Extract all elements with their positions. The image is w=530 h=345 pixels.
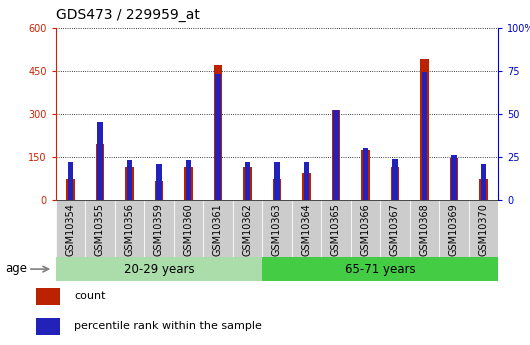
Bar xyxy=(481,164,486,200)
Bar xyxy=(479,179,488,200)
Text: GSM10365: GSM10365 xyxy=(331,203,341,256)
Bar xyxy=(215,74,220,200)
Text: GDS473 / 229959_at: GDS473 / 229959_at xyxy=(56,8,199,22)
FancyBboxPatch shape xyxy=(351,200,380,257)
Bar xyxy=(186,160,191,200)
FancyBboxPatch shape xyxy=(56,257,262,281)
FancyBboxPatch shape xyxy=(174,200,203,257)
Text: GSM10369: GSM10369 xyxy=(449,203,459,256)
Text: 65-71 years: 65-71 years xyxy=(345,263,416,276)
FancyBboxPatch shape xyxy=(203,200,233,257)
Text: GSM10355: GSM10355 xyxy=(95,203,105,256)
Text: age: age xyxy=(5,262,28,275)
Bar xyxy=(333,110,339,200)
FancyBboxPatch shape xyxy=(292,200,321,257)
Bar xyxy=(214,65,222,200)
Bar xyxy=(155,181,163,200)
Bar xyxy=(184,167,192,200)
Text: GSM10367: GSM10367 xyxy=(390,203,400,256)
FancyBboxPatch shape xyxy=(262,257,498,281)
FancyBboxPatch shape xyxy=(321,200,351,257)
Text: count: count xyxy=(74,292,105,302)
Text: GSM10368: GSM10368 xyxy=(419,203,429,256)
Bar xyxy=(392,159,398,200)
FancyBboxPatch shape xyxy=(114,200,144,257)
Text: 20-29 years: 20-29 years xyxy=(123,263,194,276)
FancyBboxPatch shape xyxy=(233,200,262,257)
Bar xyxy=(332,110,340,200)
Bar xyxy=(97,122,103,200)
Bar xyxy=(451,155,457,200)
FancyBboxPatch shape xyxy=(410,200,439,257)
Text: GSM10370: GSM10370 xyxy=(479,203,489,256)
Bar xyxy=(420,59,429,200)
Text: percentile rank within the sample: percentile rank within the sample xyxy=(74,322,262,332)
Text: GSM10362: GSM10362 xyxy=(242,203,252,256)
Bar xyxy=(391,167,399,200)
FancyBboxPatch shape xyxy=(85,200,114,257)
Bar xyxy=(68,162,73,200)
Text: GSM10360: GSM10360 xyxy=(183,203,193,256)
Bar xyxy=(361,150,369,200)
Text: GSM10359: GSM10359 xyxy=(154,203,164,256)
Bar xyxy=(304,162,309,200)
Text: GSM10354: GSM10354 xyxy=(65,203,75,256)
Bar xyxy=(274,162,280,200)
FancyBboxPatch shape xyxy=(380,200,410,257)
FancyBboxPatch shape xyxy=(439,200,469,257)
FancyBboxPatch shape xyxy=(36,317,60,335)
Bar xyxy=(422,72,427,200)
FancyBboxPatch shape xyxy=(144,200,174,257)
Bar xyxy=(243,167,252,200)
FancyBboxPatch shape xyxy=(262,200,292,257)
Bar xyxy=(66,179,75,200)
Bar xyxy=(363,148,368,200)
Bar xyxy=(96,144,104,200)
Bar xyxy=(450,158,458,200)
Bar xyxy=(273,179,281,200)
Text: GSM10364: GSM10364 xyxy=(302,203,312,256)
Bar xyxy=(127,160,132,200)
FancyBboxPatch shape xyxy=(56,200,85,257)
Text: GSM10356: GSM10356 xyxy=(125,203,135,256)
Text: GSM10366: GSM10366 xyxy=(360,203,370,256)
Text: GSM10363: GSM10363 xyxy=(272,203,282,256)
FancyBboxPatch shape xyxy=(469,200,498,257)
Bar xyxy=(245,162,250,200)
Bar xyxy=(125,167,134,200)
Bar xyxy=(156,164,162,200)
Bar xyxy=(302,173,311,200)
Text: GSM10361: GSM10361 xyxy=(213,203,223,256)
FancyBboxPatch shape xyxy=(36,288,60,305)
